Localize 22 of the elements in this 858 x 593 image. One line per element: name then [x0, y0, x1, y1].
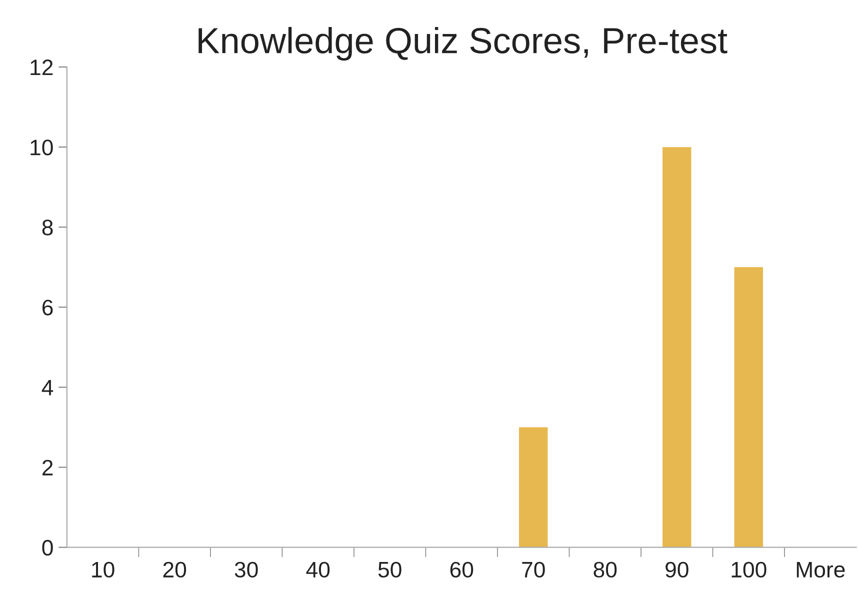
y-tick-label: 8 [42, 220, 53, 236]
y-tick-label: 2 [42, 460, 53, 476]
x-tick-label: 10 [92, 562, 114, 578]
y-tick-label: 0 [42, 540, 53, 556]
x-tick-label: 50 [378, 562, 402, 578]
x-tick-label: 60 [450, 562, 474, 578]
y-tick-label: 6 [42, 300, 53, 316]
x-tick-label: 100 [732, 562, 766, 578]
y-tick-label: 10 [30, 140, 53, 156]
bar [734, 267, 763, 548]
x-tick-label: 20 [163, 562, 186, 578]
x-tick-label: 40 [306, 562, 330, 578]
x-tick-label: 80 [594, 562, 617, 578]
y-tick-label: 12 [30, 60, 53, 76]
chart-title: Knowledge Quiz Scores, Pre-test [198, 26, 728, 61]
x-tick-label: More [796, 562, 845, 578]
x-tick-label: 30 [234, 562, 258, 578]
x-tick-label: 70 [522, 562, 545, 578]
bar [662, 147, 692, 548]
x-tick-label: 90 [666, 562, 688, 578]
y-tick-label: 4 [42, 380, 54, 396]
bar [519, 427, 548, 548]
